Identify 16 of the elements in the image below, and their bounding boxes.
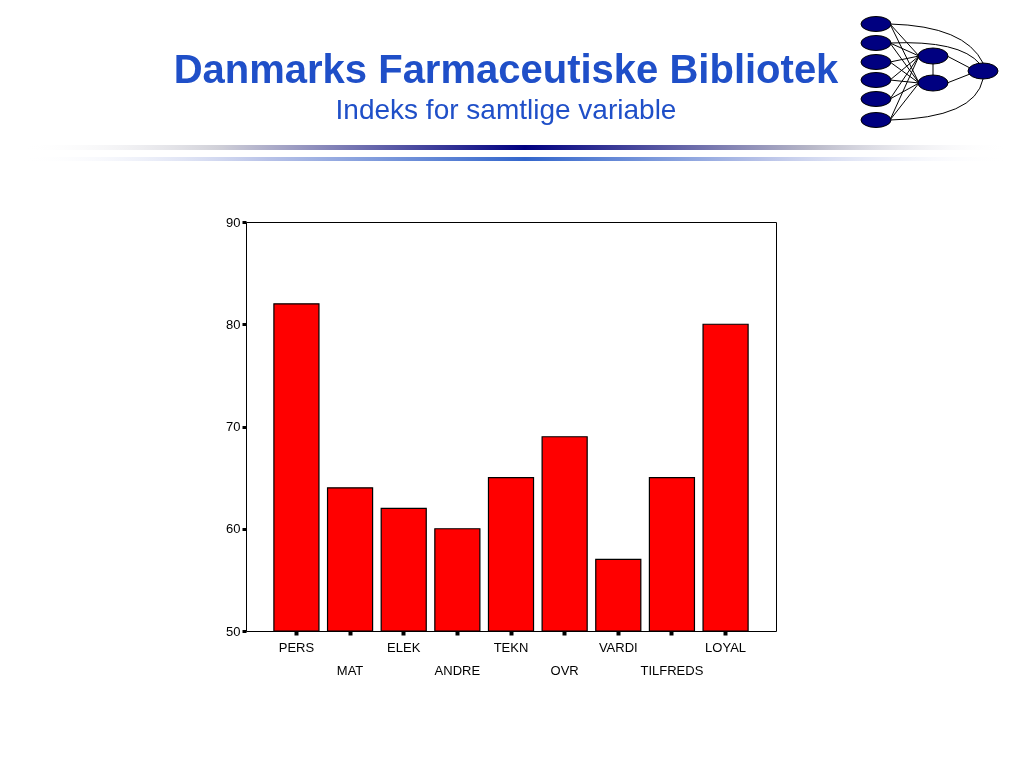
x-tick-label: PERS <box>278 639 315 655</box>
x-tick-label: MAT <box>336 662 364 678</box>
y-tick-label: 60 <box>226 521 241 537</box>
y-tick-label: 50 <box>226 623 241 639</box>
x-tick-label: VARDI <box>598 639 638 655</box>
x-tick-label: TEKN <box>493 639 529 655</box>
x-tick-label: OVR <box>550 662 579 678</box>
y-tick-label: 80 <box>226 316 241 332</box>
x-tick-label: ANDRE <box>434 662 481 678</box>
y-tick-label: 90 <box>226 214 241 230</box>
chart-title: Danmarks Farmaceutiske Bibliotek <box>173 47 840 91</box>
chart-subtitle: Indeks for samtlige variable <box>335 94 677 125</box>
x-tick-label: ELEK <box>387 639 421 655</box>
x-tick-label: LOYAL <box>705 639 747 655</box>
x-tick-label: TILFREDS <box>640 662 704 678</box>
y-tick-label: 70 <box>226 419 241 434</box>
